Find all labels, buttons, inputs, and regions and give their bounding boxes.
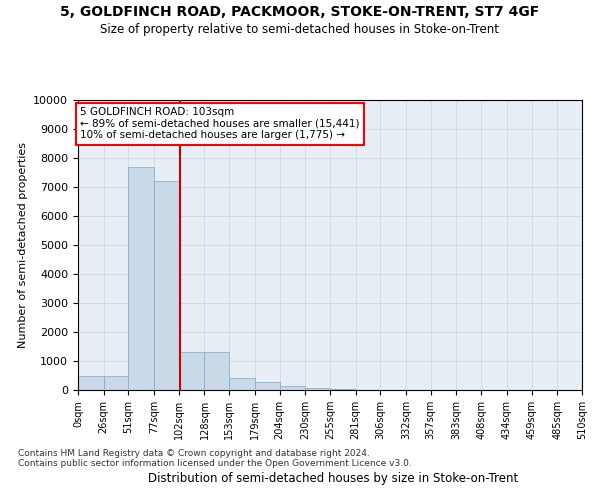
Bar bbox=[330, 389, 356, 390]
Y-axis label: Number of semi-detached properties: Number of semi-detached properties bbox=[18, 142, 28, 348]
Text: Contains HM Land Registry data © Crown copyright and database right 2024.: Contains HM Land Registry data © Crown c… bbox=[18, 448, 370, 458]
Text: 5, GOLDFINCH ROAD, PACKMOOR, STOKE-ON-TRENT, ST7 4GF: 5, GOLDFINCH ROAD, PACKMOOR, STOKE-ON-TR… bbox=[61, 5, 539, 19]
Text: Size of property relative to semi-detached houses in Stoke-on-Trent: Size of property relative to semi-detach… bbox=[101, 22, 499, 36]
Bar bbox=[305, 388, 330, 390]
Bar bbox=[154, 181, 179, 390]
Bar bbox=[280, 386, 305, 390]
Bar bbox=[229, 378, 255, 390]
Bar bbox=[179, 352, 205, 390]
Bar bbox=[104, 376, 128, 390]
Text: Distribution of semi-detached houses by size in Stoke-on-Trent: Distribution of semi-detached houses by … bbox=[148, 472, 518, 485]
Bar bbox=[78, 376, 104, 390]
Text: 5 GOLDFINCH ROAD: 103sqm
← 89% of semi-detached houses are smaller (15,441)
10% : 5 GOLDFINCH ROAD: 103sqm ← 89% of semi-d… bbox=[80, 108, 359, 140]
Bar bbox=[128, 166, 154, 390]
Bar bbox=[205, 352, 229, 390]
Text: Contains public sector information licensed under the Open Government Licence v3: Contains public sector information licen… bbox=[18, 458, 412, 468]
Bar bbox=[255, 382, 280, 390]
